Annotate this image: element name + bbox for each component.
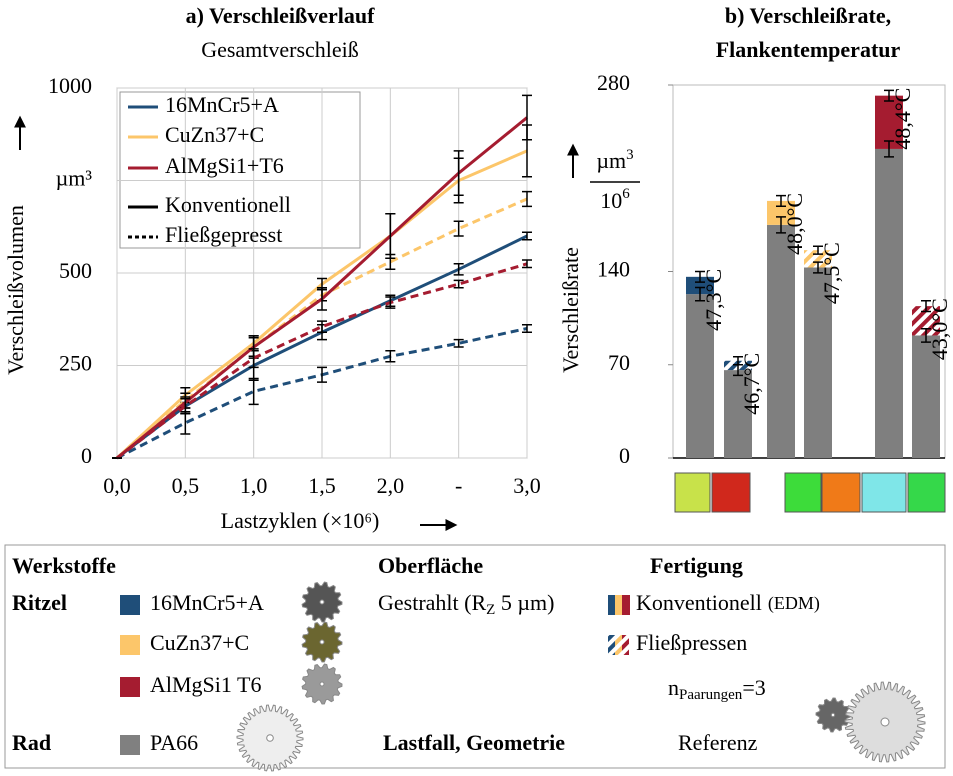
temperature-label: 46,7°C xyxy=(739,353,764,415)
material-swatch xyxy=(120,735,140,755)
legend-label: Fließgepresst xyxy=(165,222,282,247)
gear-hole xyxy=(320,600,324,604)
thumbnails xyxy=(675,473,945,512)
y-unit: 106 xyxy=(600,186,630,213)
hatch-swatch xyxy=(622,635,629,655)
unit-part: 10 xyxy=(600,188,622,213)
y-tick-label: 0 xyxy=(619,443,630,468)
temperature-label: 47,3°C xyxy=(701,269,726,331)
error-bar xyxy=(317,288,327,310)
material-label: CuZn37+C xyxy=(150,630,249,655)
x-tick-label: 1,5 xyxy=(308,473,336,498)
temperature-label: 48,4°C xyxy=(890,88,915,150)
chart-title: a) Verschleißverlauf xyxy=(186,3,375,28)
y-axis-label: Verschleißvolumen xyxy=(3,205,28,375)
material-label: 16MnCr5+A xyxy=(150,590,264,615)
legend-label: 16MnCr5+A xyxy=(165,92,279,117)
material-label: PA66 xyxy=(150,730,198,755)
figure: a) Verschleißverlauf Gesamtverschleiß Ve… xyxy=(0,0,953,776)
y-axis-label: Verschleißrate xyxy=(558,247,583,373)
thumbnail xyxy=(785,473,821,512)
material-swatch xyxy=(120,595,140,615)
temperature-label: 47,5°C xyxy=(819,242,844,304)
legend-label: CuZn37+C xyxy=(165,122,264,147)
thumbnail xyxy=(908,473,945,512)
x-tick-label: 0,5 xyxy=(172,473,200,498)
temperature-label: 48,0°C xyxy=(782,193,807,255)
legend-label: AlMgSi1+T6 xyxy=(165,153,284,178)
chart-subtitle: Gesamtverschleiß xyxy=(201,37,359,62)
x-tick-label: 1,0 xyxy=(240,473,268,498)
x-tick-label: 3,0 xyxy=(513,473,541,498)
material-swatch xyxy=(120,677,140,697)
y-tick-label: 280 xyxy=(597,70,630,95)
heading: Fertigung xyxy=(650,553,743,578)
y-tick-label: 1000 xyxy=(48,73,92,98)
gear-hole xyxy=(320,640,324,644)
thumbnail xyxy=(862,473,906,512)
row-label: Ritzel xyxy=(12,590,67,615)
y-tick-label: 500 xyxy=(59,258,92,283)
load-value: Referenz xyxy=(678,730,758,755)
gear-hole xyxy=(267,735,274,742)
heading: Werkstoffe xyxy=(12,553,116,578)
chart-title: b) Verschleißrate, xyxy=(725,3,891,28)
bar-segment xyxy=(875,149,903,458)
heading: Oberfläche xyxy=(378,553,483,578)
manufacturing-item: Fließpressen xyxy=(636,630,747,655)
load-label: Lastfall, Geometrie xyxy=(383,730,565,755)
conventional-swatch xyxy=(608,595,630,615)
gear-hole xyxy=(320,682,324,686)
x-tick-label: 0,0 xyxy=(103,473,131,498)
x-tick-label: 2,0 xyxy=(377,473,405,498)
material-label: AlMgSi1 T6 xyxy=(150,672,261,697)
y-tick-label: 140 xyxy=(597,257,630,282)
gear-hole xyxy=(831,713,834,716)
thumbnail xyxy=(712,473,750,512)
error-bar xyxy=(385,214,395,258)
row-label: Rad xyxy=(12,730,51,755)
y-tick-label: 0 xyxy=(81,443,92,468)
y-tick-label: µm³ xyxy=(56,166,93,191)
legend-label: Konventionell xyxy=(165,192,291,217)
manufacturing-item: Konventionell(EDM) xyxy=(636,590,820,615)
unit-part: 3 xyxy=(626,147,634,163)
y-unit: µm3 xyxy=(596,147,633,173)
thumbnail xyxy=(822,473,860,512)
y-tick-label: 70 xyxy=(608,350,630,375)
hatch-swatch xyxy=(608,635,615,655)
chart-title: Flankentemperatur xyxy=(716,37,901,62)
unit-part: 6 xyxy=(622,186,630,202)
x-tick-label: - xyxy=(455,473,462,498)
material-swatch xyxy=(120,635,140,655)
hatch-swatch xyxy=(615,635,622,655)
bar-segment xyxy=(767,225,795,458)
unit-part: µm xyxy=(596,148,626,173)
surface-text: Gestrahlt (RZ 5 µm) xyxy=(378,590,554,618)
y-tick-label: 250 xyxy=(59,351,92,376)
x-axis-label: Lastzyklen (×10⁶) xyxy=(221,508,380,533)
thumbnail xyxy=(675,473,710,512)
gear-hole xyxy=(881,718,889,726)
temperature-label: 43,0°C xyxy=(927,298,952,360)
error-bar xyxy=(522,95,532,139)
